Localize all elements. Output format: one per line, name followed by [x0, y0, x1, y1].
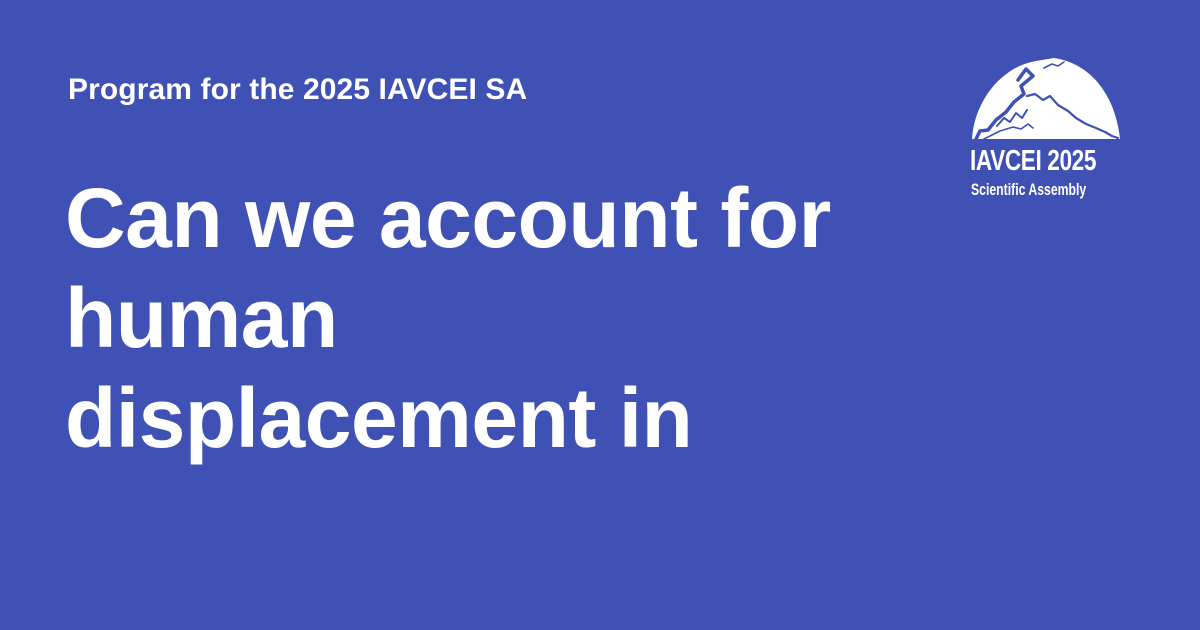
logo-title: IAVCEI 2025 — [970, 145, 1097, 177]
iavcei-logo: IAVCEI 2025 Scientific Assembly — [966, 58, 1126, 206]
logo-subtitle: Scientific Assembly — [971, 180, 1087, 199]
volcano-mountain-icon — [972, 58, 1120, 141]
program-label: Program for the 2025 IAVCEI SA — [68, 73, 528, 106]
abstract-title-line-1: Can we account for — [65, 171, 831, 265]
abstract-title-line-2: human — [65, 271, 338, 365]
abstract-title-line-3: displacement in — [65, 371, 693, 465]
abstract-title: Can we account for human displacement in — [65, 168, 925, 468]
